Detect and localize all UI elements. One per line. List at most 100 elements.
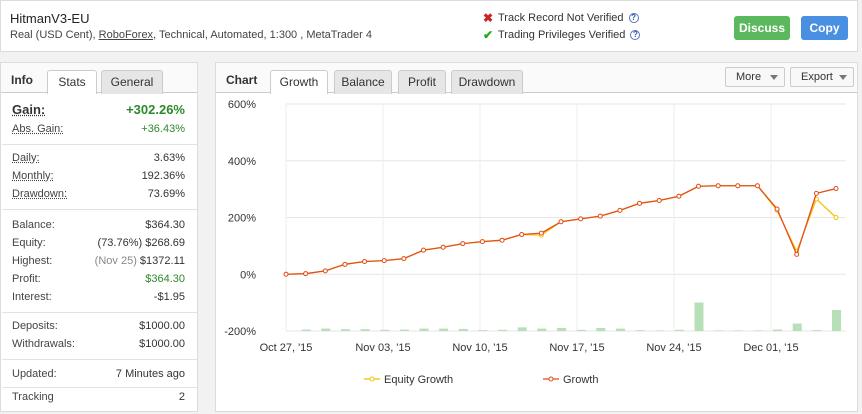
- legend-item: Growth: [543, 374, 598, 386]
- bar: [576, 329, 586, 331]
- copy-button[interactable]: Copy: [801, 16, 848, 40]
- bar: [714, 330, 724, 331]
- legend-label: Equity Growth: [384, 374, 453, 386]
- equity-row: Equity: (73.76%) $268.69: [12, 237, 185, 253]
- bar: [557, 328, 566, 331]
- interest-row: Interest: -$1.95: [12, 291, 185, 307]
- bar: [753, 330, 763, 331]
- daily-label: Daily:: [12, 152, 40, 164]
- chart-panel-header: Chart Growth Balance Profit Drawdown Mor…: [216, 63, 857, 94]
- legend-marker: [548, 376, 554, 382]
- system-name: HitmanV3-EU: [10, 11, 90, 26]
- export-label: Export: [801, 71, 833, 83]
- tab-drawdown[interactable]: Drawdown: [451, 70, 523, 94]
- withdrawals-value: $1000.00: [139, 338, 185, 350]
- tab-stats[interactable]: Stats: [47, 70, 97, 94]
- chart-panel: Chart Growth Balance Profit Drawdown Mor…: [215, 62, 858, 412]
- bar: [439, 328, 449, 331]
- data-point: [794, 251, 800, 257]
- highest-amount: $1372.11: [139, 255, 185, 267]
- growth-chart[interactable]: 600% 400% 200% 0% -200% Oct 27, '15 Nov 03, '…: [216, 94, 857, 412]
- data-point: [617, 207, 623, 213]
- data-point: [656, 197, 662, 203]
- trading-privileges-text: Trading Privileges Verified: [498, 29, 626, 41]
- legend-label: Growth: [563, 374, 598, 386]
- bar: [694, 302, 704, 331]
- data-point: [479, 239, 485, 245]
- y-axis-ticks: 600% 400% 200% 0% -200%: [224, 99, 256, 338]
- bar: [360, 329, 370, 331]
- data-point: [381, 258, 387, 264]
- monthly-row: Monthly: 192.36%: [12, 170, 185, 186]
- help-icon[interactable]: ?: [628, 13, 639, 23]
- chart-bars: [301, 302, 841, 331]
- cross-icon: ✖: [482, 11, 494, 25]
- tracking-row: Tracking 2: [12, 391, 185, 407]
- discuss-button[interactable]: Discuss: [734, 16, 790, 40]
- account-type: Real (USD Cent),: [10, 29, 99, 41]
- checkmark-icon: ✔: [482, 28, 494, 42]
- bar: [478, 330, 488, 331]
- chevron-down-icon: [839, 75, 847, 80]
- bar: [498, 329, 508, 331]
- broker-link[interactable]: RoboForex: [98, 29, 154, 41]
- highest-date: (Nov 25): [94, 255, 137, 267]
- equity-label: Equity:: [12, 237, 46, 249]
- help-icon[interactable]: ?: [630, 30, 641, 40]
- tab-growth[interactable]: Growth: [270, 70, 328, 94]
- data-point: [440, 244, 446, 250]
- data-point: [401, 256, 407, 262]
- balance-label: Balance:: [12, 219, 55, 231]
- x-tick-label: Oct 27, '15: [260, 342, 313, 354]
- data-point: [696, 183, 701, 189]
- data-point: [774, 206, 780, 212]
- updated-label: Updated:: [12, 368, 57, 380]
- profit-label: Profit:: [12, 273, 41, 285]
- export-dropdown[interactable]: Export: [790, 67, 854, 87]
- y-tick-label: 400%: [228, 156, 256, 168]
- drawdown-label: Drawdown:: [12, 188, 68, 200]
- data-point: [558, 219, 564, 225]
- x-tick-label: Nov 10, '15: [452, 342, 507, 354]
- bar: [812, 330, 822, 331]
- info-panel-header: Info Stats General: [1, 63, 197, 94]
- data-point: [597, 213, 603, 219]
- chart-gridlines: [285, 103, 846, 332]
- bar: [419, 328, 429, 331]
- y-tick-label: 0%: [240, 269, 256, 281]
- x-tick-label: Nov 03, '15: [355, 342, 410, 354]
- track-record-status: ✖ Track Record Not Verified ?: [482, 11, 639, 25]
- abs-gain-value: +36.43%: [141, 123, 185, 135]
- balance-value: $364.30: [145, 219, 185, 231]
- bar: [596, 328, 606, 331]
- data-point: [735, 183, 741, 189]
- profit-row: Profit: $364.30: [12, 273, 185, 289]
- highest-label: Highest:: [12, 255, 53, 267]
- withdrawals-label: Withdrawals:: [12, 338, 75, 350]
- drawdown-row: Drawdown: 73.69%: [12, 188, 185, 204]
- withdrawals-row: Withdrawals: $1000.00: [12, 338, 185, 354]
- bar: [340, 329, 350, 331]
- data-point: [538, 230, 544, 236]
- gain-label: Gain:: [12, 102, 46, 117]
- bar: [380, 329, 390, 331]
- x-tick-label: Nov 24, '15: [646, 342, 701, 354]
- more-dropdown[interactable]: More: [725, 67, 785, 87]
- equity-value: (73.76%) $268.69: [98, 237, 185, 249]
- data-point: [421, 247, 426, 253]
- data-point: [519, 232, 525, 238]
- tab-profit[interactable]: Profit: [398, 70, 446, 94]
- data-point: [715, 183, 721, 189]
- bar: [792, 323, 802, 331]
- gain-row: Gain: +302.26%: [12, 102, 185, 118]
- tab-balance[interactable]: Balance: [334, 70, 392, 94]
- deposits-row: Deposits: $1000.00: [12, 320, 185, 336]
- data-point: [813, 190, 819, 196]
- bar: [635, 330, 645, 331]
- bar: [321, 328, 331, 331]
- data-point: [833, 215, 839, 220]
- equity-percent: (73.76%): [97, 237, 143, 249]
- divider: [2, 312, 197, 313]
- updated-row: Updated: 7 Minutes ago: [12, 368, 185, 384]
- tab-general[interactable]: General: [101, 70, 163, 94]
